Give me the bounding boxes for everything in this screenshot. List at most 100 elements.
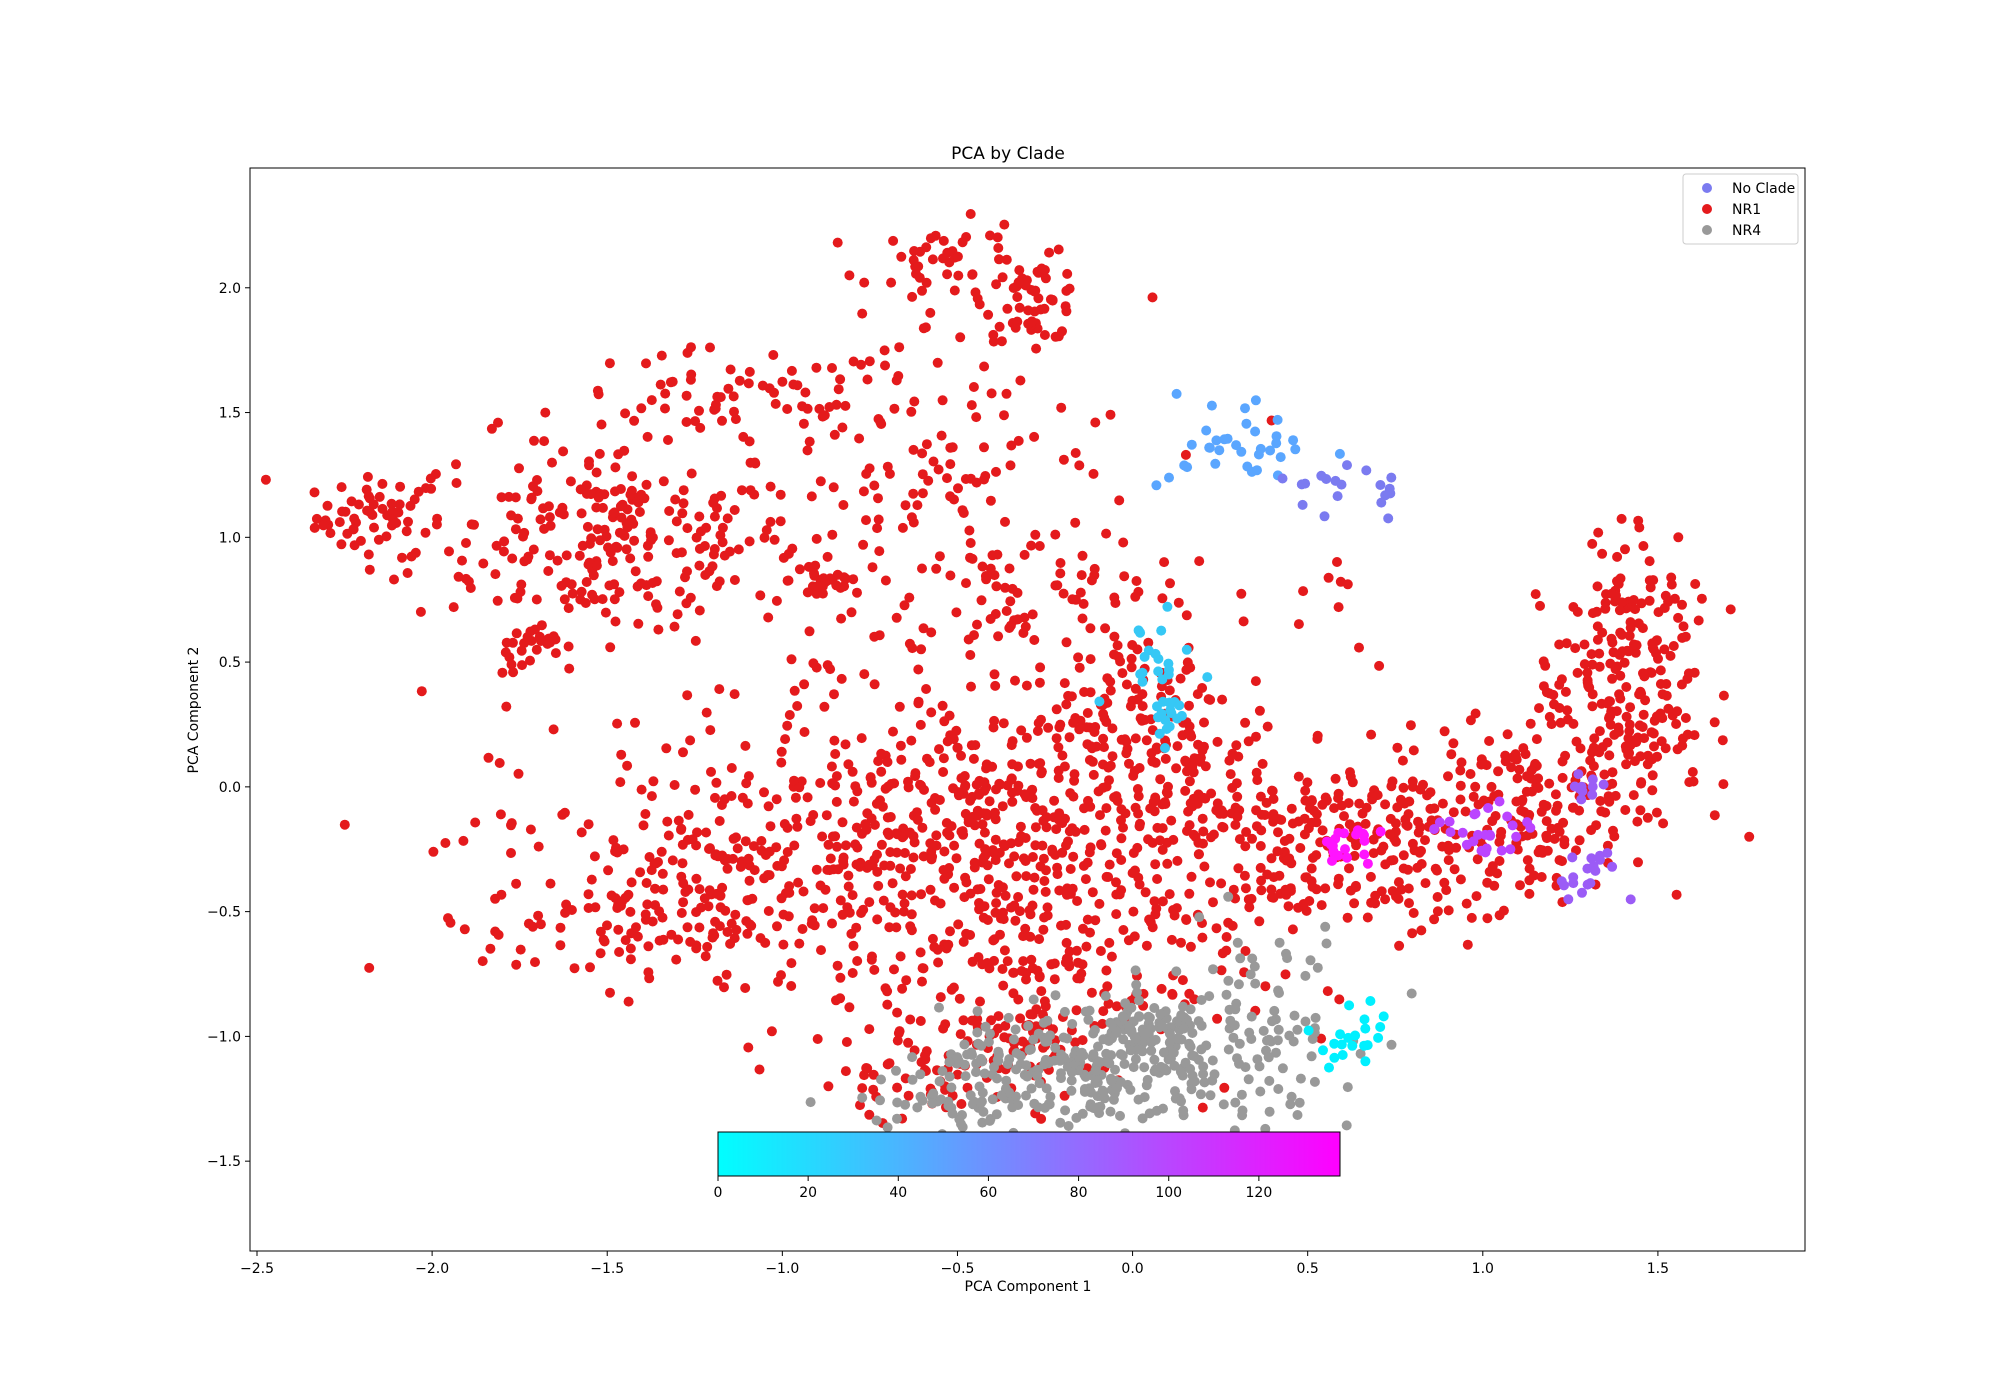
data-point	[827, 918, 837, 929]
data-point	[935, 992, 946, 1003]
data-point	[799, 679, 810, 690]
data-point	[1232, 811, 1243, 822]
data-point	[1147, 292, 1158, 303]
data-point	[1010, 322, 1021, 333]
data-point	[1286, 803, 1297, 814]
data-point	[1093, 1041, 1103, 1052]
data-point	[967, 269, 978, 280]
data-point	[804, 436, 815, 447]
data-point	[677, 508, 688, 519]
data-point	[1172, 713, 1183, 724]
data-point	[965, 538, 976, 548]
data-point	[1149, 1054, 1160, 1065]
data-point	[1050, 1042, 1061, 1053]
data-point	[1159, 557, 1170, 568]
data-point	[851, 922, 862, 933]
data-point	[1607, 673, 1618, 684]
data-point	[980, 1021, 991, 1032]
data-point	[1184, 700, 1194, 711]
data-point	[1673, 532, 1684, 543]
data-point	[1656, 736, 1667, 747]
data-point	[938, 753, 949, 764]
data-point	[1493, 766, 1504, 777]
data-point	[1131, 979, 1142, 990]
data-point	[1172, 741, 1183, 752]
data-point	[1126, 662, 1137, 673]
data-point	[885, 860, 896, 871]
data-point	[989, 1062, 999, 1072]
data-point	[771, 794, 782, 805]
data-point	[710, 403, 721, 414]
data-point	[1088, 1049, 1099, 1060]
data-point	[1546, 719, 1557, 730]
data-point	[1636, 598, 1647, 609]
data-point	[1217, 821, 1228, 832]
data-point	[1610, 790, 1621, 801]
data-point	[1461, 898, 1472, 909]
data-point	[962, 1082, 973, 1093]
data-point	[1206, 400, 1217, 411]
data-point	[1535, 844, 1545, 855]
data-point	[979, 442, 989, 453]
data-point	[959, 1039, 970, 1050]
data-point	[1156, 708, 1167, 719]
data-point	[937, 700, 948, 711]
data-point	[917, 488, 928, 499]
data-point	[957, 237, 968, 248]
data-point	[995, 779, 1006, 790]
data-point	[927, 851, 938, 862]
data-point	[1058, 454, 1069, 465]
data-point	[1341, 1120, 1352, 1131]
data-point	[917, 963, 928, 974]
data-point	[632, 581, 643, 592]
data-point	[1602, 840, 1613, 851]
data-point	[897, 983, 908, 994]
data-point	[1205, 877, 1215, 888]
data-point	[850, 781, 861, 792]
data-point	[1112, 640, 1123, 651]
data-point	[1060, 957, 1071, 968]
data-point	[864, 1109, 875, 1120]
data-point	[1230, 1004, 1241, 1015]
data-point	[1006, 902, 1017, 913]
data-point	[714, 576, 725, 587]
data-point	[561, 550, 572, 561]
data-point	[504, 652, 515, 663]
data-point	[1576, 794, 1587, 805]
data-point	[958, 1015, 969, 1026]
data-point	[699, 893, 710, 904]
data-point	[1130, 802, 1141, 813]
data-point	[1095, 946, 1106, 956]
data-point	[1029, 306, 1040, 317]
data-point	[1141, 735, 1152, 746]
data-point	[1224, 755, 1235, 766]
data-point	[1174, 700, 1185, 711]
data-point	[1085, 741, 1096, 752]
data-point	[1105, 409, 1116, 420]
data-point	[792, 821, 803, 832]
data-point	[1063, 836, 1073, 847]
data-point	[325, 528, 336, 539]
data-point	[830, 780, 841, 791]
data-point	[1343, 1032, 1354, 1043]
data-point	[592, 385, 603, 396]
data-point	[1013, 435, 1024, 446]
data-point	[1229, 1020, 1240, 1031]
data-point	[1165, 578, 1175, 589]
data-point	[1541, 833, 1552, 844]
data-point	[1076, 570, 1087, 581]
data-point	[602, 920, 612, 931]
data-point	[1613, 726, 1624, 737]
data-point	[532, 475, 542, 485]
data-point	[615, 484, 626, 494]
data-point	[952, 742, 963, 753]
data-point	[1026, 316, 1037, 327]
data-point	[899, 848, 910, 858]
data-point	[874, 630, 885, 641]
data-point	[1055, 558, 1066, 568]
data-point	[1604, 750, 1615, 761]
data-point	[722, 863, 733, 874]
data-point	[1050, 990, 1061, 1001]
data-point	[938, 235, 949, 246]
data-point	[782, 822, 793, 833]
